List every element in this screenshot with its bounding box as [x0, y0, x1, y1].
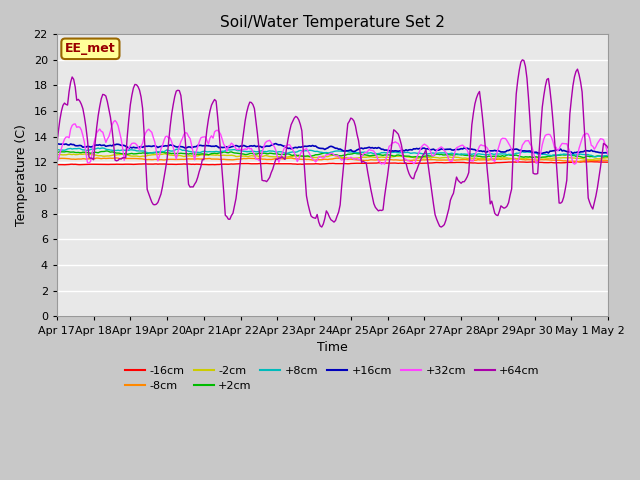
+16cm	[156, 144, 163, 150]
+64cm	[518, 57, 526, 63]
+64cm	[156, 195, 163, 201]
+8cm	[53, 147, 61, 153]
Line: +2cm: +2cm	[57, 151, 608, 157]
+32cm	[68, 122, 76, 128]
-16cm	[538, 159, 546, 165]
+2cm	[399, 153, 407, 159]
+8cm	[369, 150, 376, 156]
+16cm	[385, 148, 393, 154]
+64cm	[68, 74, 76, 80]
+16cm	[569, 151, 577, 156]
+32cm	[388, 140, 396, 145]
+32cm	[111, 118, 119, 123]
+2cm	[538, 154, 546, 160]
+32cm	[157, 146, 165, 152]
+64cm	[604, 145, 612, 151]
-8cm	[53, 155, 61, 161]
-2cm	[53, 152, 61, 157]
-2cm	[387, 154, 394, 160]
+32cm	[369, 147, 376, 153]
+2cm	[53, 149, 61, 155]
+8cm	[592, 154, 600, 160]
+64cm	[367, 186, 374, 192]
-8cm	[387, 157, 394, 163]
-16cm	[157, 161, 165, 167]
+2cm	[68, 149, 76, 155]
-16cm	[369, 160, 376, 166]
Line: +32cm: +32cm	[57, 120, 608, 164]
+8cm	[387, 150, 394, 156]
+2cm	[104, 148, 111, 154]
-8cm	[157, 157, 165, 163]
Line: -16cm: -16cm	[57, 162, 608, 165]
+16cm	[53, 141, 61, 146]
+64cm	[540, 93, 548, 98]
-2cm	[399, 154, 407, 159]
-8cm	[399, 157, 407, 163]
Line: +8cm: +8cm	[57, 148, 608, 157]
Line: +64cm: +64cm	[57, 60, 608, 227]
+8cm	[99, 145, 107, 151]
-16cm	[573, 159, 581, 165]
Y-axis label: Temperature (C): Temperature (C)	[15, 124, 28, 226]
+2cm	[604, 154, 612, 160]
-16cm	[604, 159, 612, 165]
+2cm	[369, 153, 376, 158]
-2cm	[68, 152, 76, 157]
+32cm	[604, 152, 612, 158]
+2cm	[157, 150, 165, 156]
-16cm	[53, 162, 61, 168]
-8cm	[604, 157, 612, 163]
+8cm	[399, 149, 407, 155]
-2cm	[589, 157, 596, 163]
+32cm	[401, 156, 408, 162]
Line: +16cm: +16cm	[57, 144, 608, 154]
-16cm	[399, 160, 407, 166]
-8cm	[68, 156, 76, 162]
+2cm	[580, 155, 588, 160]
-8cm	[575, 158, 583, 164]
+8cm	[538, 152, 546, 157]
+16cm	[367, 145, 374, 151]
Line: -2cm: -2cm	[57, 154, 608, 160]
-2cm	[160, 151, 168, 156]
-2cm	[156, 152, 163, 157]
+32cm	[381, 161, 388, 167]
-2cm	[538, 155, 546, 161]
+32cm	[53, 157, 61, 163]
+64cm	[385, 160, 393, 166]
+8cm	[157, 149, 165, 155]
+32cm	[540, 136, 548, 142]
+64cm	[53, 142, 61, 148]
+16cm	[397, 148, 405, 154]
+8cm	[604, 152, 612, 158]
-16cm	[61, 162, 68, 168]
Title: Soil/Water Temperature Set 2: Soil/Water Temperature Set 2	[220, 15, 445, 30]
-8cm	[369, 157, 376, 163]
+16cm	[537, 151, 545, 156]
-16cm	[70, 161, 77, 167]
-2cm	[369, 154, 376, 160]
Legend: -16cm, -8cm, -2cm, +2cm, +8cm, +16cm, +32cm, +64cm: -16cm, -8cm, -2cm, +2cm, +8cm, +16cm, +3…	[121, 361, 544, 396]
X-axis label: Time: Time	[317, 341, 348, 354]
+8cm	[68, 146, 76, 152]
-8cm	[113, 155, 120, 161]
+64cm	[397, 142, 405, 148]
+2cm	[387, 152, 394, 158]
+16cm	[604, 150, 612, 156]
-16cm	[387, 160, 394, 166]
Text: EE_met: EE_met	[65, 42, 116, 55]
-2cm	[604, 155, 612, 161]
+64cm	[437, 224, 445, 230]
-8cm	[538, 157, 546, 163]
+16cm	[68, 142, 76, 147]
Line: -8cm: -8cm	[57, 158, 608, 161]
